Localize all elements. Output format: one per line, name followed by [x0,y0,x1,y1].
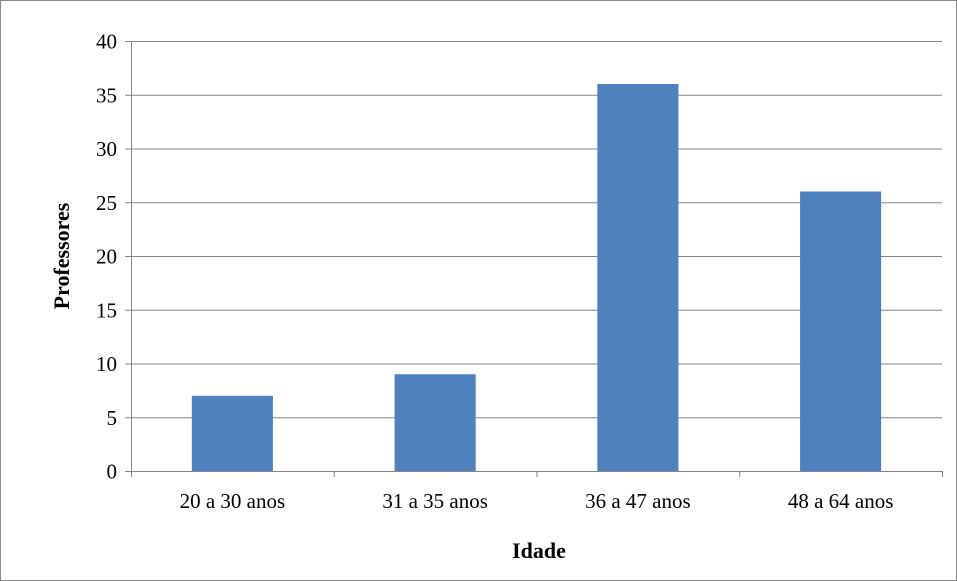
axes [125,41,943,477]
y-tick-label: 15 [96,298,117,322]
y-tick-label: 40 [96,30,117,54]
y-tick-label: 35 [96,83,117,107]
bar [394,374,476,471]
x-tick-label: 36 a 47 anos [585,489,691,513]
y-tick-label: 30 [96,137,117,161]
y-tick-label: 10 [96,352,117,376]
x-axis-title: Idade [512,538,566,563]
y-tick-label: 5 [107,406,118,430]
bar [597,84,679,471]
bars [191,84,882,471]
y-tick-label: 0 [107,460,118,484]
x-tick-label: 31 a 35 anos [382,489,488,513]
x-tick-label: 48 a 64 anos [788,489,894,513]
bar [800,191,882,471]
x-tick-label: 20 a 30 anos [180,489,286,513]
y-tick-label: 25 [96,191,117,215]
bar [191,395,273,471]
y-axis-title: Professores [49,202,74,309]
y-tick-label: 20 [96,245,117,269]
y-tick-labels: 0 5 10 15 20 25 30 35 40 [96,30,117,484]
grid-lines [131,41,942,419]
x-tick-labels: 20 a 30 anos 31 a 35 anos 36 a 47 anos 48 a… [180,489,894,513]
